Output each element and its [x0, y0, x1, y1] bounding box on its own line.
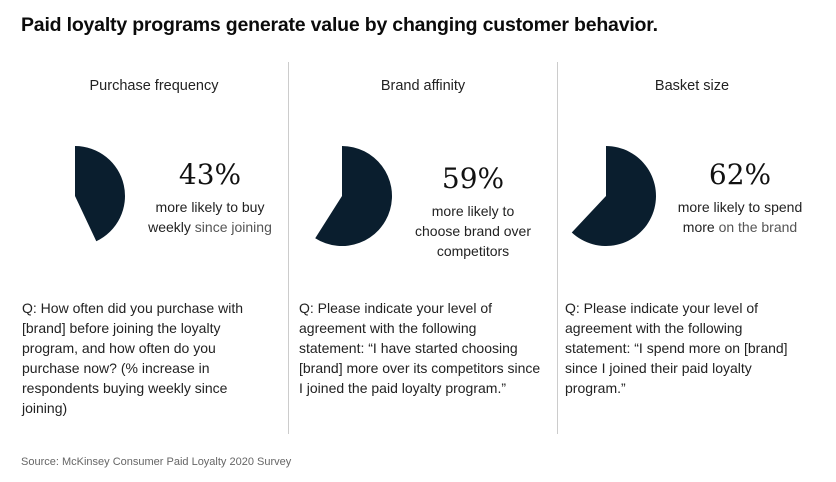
pie-chart — [75, 146, 125, 242]
desc-rest: on the brand — [714, 219, 798, 235]
survey-question: Q: How often did you purchase with [bran… — [22, 300, 244, 416]
stat-description: more likely to buy weekly since joining — [140, 197, 280, 237]
panel-title: Purchase frequency — [89, 78, 219, 94]
panel-title: Basket size — [654, 78, 730, 94]
pie-slice — [75, 146, 125, 242]
stat-block: 59% more likely to choose brand over com… — [403, 162, 543, 261]
pie-slice — [315, 146, 392, 246]
desc-main: more likely to buy weekly — [148, 199, 265, 235]
stat-value: 43% — [178, 158, 242, 191]
panel-brand-affinity: Brand affinity 59% more likely to choose… — [289, 62, 557, 434]
divider — [557, 62, 558, 434]
stat-value: 62% — [708, 158, 772, 191]
pie-chart — [571, 146, 656, 246]
stat-block: 43% more likely to buy weekly since join… — [140, 158, 280, 237]
panel-purchase-frequency: Purchase frequency 43% more likely to bu… — [20, 62, 288, 434]
pie-slice — [571, 146, 656, 246]
survey-question: Q: Please indicate your level of agreeme… — [299, 300, 541, 396]
survey-question: Q: Please indicate your level of agreeme… — [565, 300, 788, 396]
panel-title: Brand affinity — [380, 78, 466, 94]
desc-main: more likely to spend more — [677, 199, 803, 235]
stat-description: more likely to choose brand over competi… — [414, 201, 532, 261]
desc-rest: since joining — [190, 219, 272, 235]
stat-block: 62% more likely to spend more on the bra… — [670, 158, 810, 237]
source-note: Source: McKinsey Consumer Paid Loyalty 2… — [21, 456, 292, 468]
divider — [288, 62, 289, 434]
desc-main: more likely to choose brand over competi… — [415, 203, 531, 259]
chart-title: Paid loyalty programs generate value by … — [21, 14, 658, 36]
panel-basket-size: Basket size 62% more likely to spend mor… — [558, 62, 826, 434]
stat-value: 59% — [441, 162, 505, 195]
stat-description: more likely to spend more on the brand — [675, 197, 805, 237]
pie-chart — [315, 146, 392, 246]
